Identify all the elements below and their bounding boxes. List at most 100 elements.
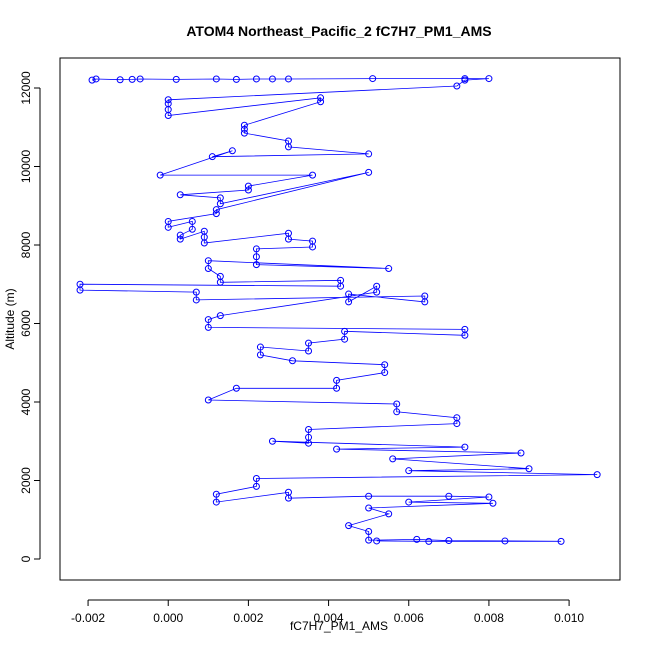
data-point [341,327,349,335]
data-point [204,265,212,273]
data-point [393,408,401,416]
data-point [232,384,240,392]
data-point [425,537,433,545]
y-tick-label: 6000 [19,310,33,337]
data-point [212,75,220,83]
data-point [216,200,224,208]
data-point [373,288,381,296]
data-point [216,312,224,320]
data-point [288,357,296,365]
data-point [188,217,196,225]
data-point [172,75,180,83]
data-point [309,171,317,179]
data-point [381,369,389,377]
data-point [305,339,313,347]
data-point [252,245,260,253]
data-point [192,296,200,304]
data-point [485,75,493,83]
data-point [176,231,184,239]
data-point [365,492,373,500]
data-point [204,396,212,404]
data-point [305,425,313,433]
data-point [252,482,260,490]
data-point [128,75,136,83]
data-point [405,467,413,475]
data-point [256,343,264,351]
data-point [284,494,292,502]
data-point [188,225,196,233]
data-point [365,150,373,158]
data-point [305,347,313,355]
data-point [345,522,353,530]
x-axis-label: fC7H7_PM1_AMS [290,619,388,633]
data-point [445,492,453,500]
data-point [204,257,212,265]
data-point [88,76,96,84]
data-point [453,82,461,90]
data-point [461,76,469,84]
data-point [284,235,292,243]
y-tick-label: 4000 [19,388,33,415]
data-point [593,471,601,479]
data-point [136,75,144,83]
data-point [557,537,565,545]
data-point [413,535,421,543]
data-point [381,361,389,369]
data-point [256,351,264,359]
data-point [345,290,353,298]
data-point [252,261,260,269]
data-point [244,186,252,194]
data-point [164,111,172,119]
data-point [385,265,393,273]
y-tick-label: 8000 [19,231,33,258]
data-point [369,75,377,83]
data-point [232,75,240,83]
x-tick-label: 0.002 [233,611,263,625]
data-point [365,528,373,536]
data-point [333,445,341,453]
data-point [461,443,469,451]
plot-frame [59,57,621,581]
data-point [268,75,276,83]
data-point [445,537,453,545]
data-point [204,316,212,324]
data-point [192,288,200,296]
data-point [461,331,469,339]
data-point [240,121,248,129]
data-point [317,94,325,102]
data-point [305,439,313,447]
data-point [176,235,184,243]
data-point [309,243,317,251]
y-tick-label: 0 [19,555,33,562]
data-point [212,210,220,218]
data-point [216,278,224,286]
data-point [385,510,393,518]
data-point [116,76,124,84]
data-point [517,449,525,457]
data-point [228,147,236,155]
data-point [240,129,248,137]
chart-title: ATOM4 Northeast_Pacific_2 fC7H7_PM1_AMS [186,23,491,39]
data-point [244,182,252,190]
data-point [240,125,248,133]
data-point [389,455,397,463]
data-point [345,298,353,306]
data-point [252,475,260,483]
data-point [373,537,381,545]
data-point [333,376,341,384]
data-point [489,499,497,507]
data-point [252,253,260,261]
data-point [393,400,401,408]
data-point [485,493,493,501]
data-point [501,537,509,545]
y-tick-label: 12000 [19,71,33,105]
data-point [212,498,220,506]
data-point [284,75,292,83]
y-tick-label: 2000 [19,467,33,494]
data-point [252,75,260,83]
data-point [337,282,345,290]
y-tick-label: 10000 [19,149,33,183]
